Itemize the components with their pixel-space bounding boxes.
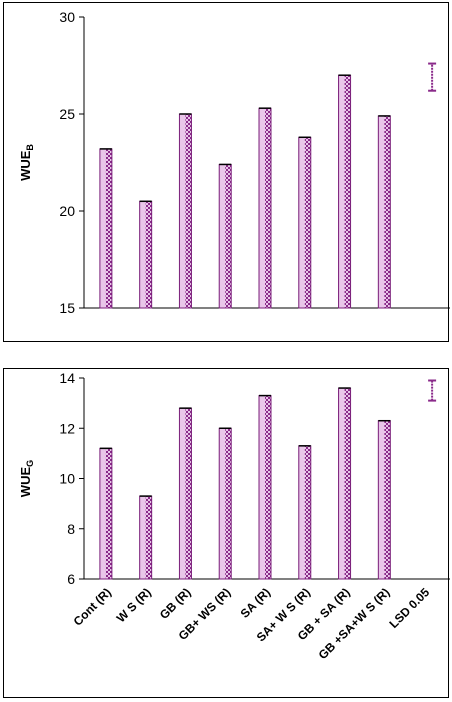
bar-light-half bbox=[378, 115, 385, 308]
bar-light-half bbox=[99, 148, 106, 308]
bar-8 bbox=[377, 419, 391, 580]
chart-panel-wue-b: 15 20 25 30 WUEB bbox=[3, 2, 450, 342]
bar-dark-half bbox=[304, 445, 311, 579]
bar-dark-half bbox=[304, 137, 311, 308]
bar-dark-half bbox=[225, 428, 232, 579]
bar-light-half bbox=[298, 445, 305, 579]
bar-dark-half bbox=[105, 148, 112, 308]
y-tick-label: 14 bbox=[59, 370, 75, 386]
x-category-label: SA (R) bbox=[238, 585, 274, 621]
bar-dark-half bbox=[145, 201, 152, 308]
y-axis-title: WUEB bbox=[18, 144, 35, 181]
y-axis-title-main: WUE bbox=[18, 467, 33, 498]
x-category-label: LSD 0.05 bbox=[386, 585, 432, 631]
bar-4 bbox=[218, 427, 232, 580]
bar-3 bbox=[178, 407, 192, 580]
bar-dark-half bbox=[344, 75, 351, 308]
y-tick-label: 25 bbox=[59, 106, 75, 122]
bar-1 bbox=[99, 148, 113, 309]
bar-7 bbox=[338, 387, 352, 580]
bar-3 bbox=[178, 113, 192, 309]
bar-dark-half bbox=[265, 395, 271, 579]
bar-dark-half bbox=[265, 108, 271, 309]
lsd-error-bar bbox=[428, 62, 437, 92]
y-tick-label: 10 bbox=[59, 471, 75, 487]
y-tick-label: 8 bbox=[67, 521, 75, 537]
x-category-label: GB (R) bbox=[157, 585, 194, 622]
bar-dark-half bbox=[145, 496, 152, 579]
bar-light-half bbox=[99, 448, 106, 579]
x-category-label: GB +SA+W S (R) bbox=[316, 585, 393, 662]
chart-panel-wue-g: 6 8 10 12 14 WUEG Cont (R) W S (R) GB (R) GB+ WS … bbox=[3, 368, 450, 698]
y-axis-title-subscript: G bbox=[25, 460, 35, 467]
bar-4 bbox=[218, 163, 232, 309]
bar-dark-half bbox=[225, 164, 232, 308]
bar-light-half bbox=[298, 137, 305, 308]
chart-wue-b: 15 20 25 30 WUEB bbox=[18, 9, 450, 316]
y-tick-label: 6 bbox=[67, 571, 75, 587]
lsd-error-bar bbox=[428, 379, 437, 402]
bar-dark-half bbox=[105, 448, 112, 579]
bar-2 bbox=[139, 495, 153, 580]
bar-7 bbox=[338, 74, 352, 309]
y-tick-label: 30 bbox=[59, 9, 75, 25]
bar-dark-half bbox=[185, 408, 192, 579]
x-category-label: Cont (R) bbox=[71, 585, 114, 628]
bar-light-half bbox=[259, 395, 265, 579]
bar-2 bbox=[139, 200, 153, 309]
bar-light-half bbox=[139, 496, 146, 579]
y-tick-label: 12 bbox=[59, 420, 75, 436]
bar-light-half bbox=[179, 114, 186, 308]
bar-light-half bbox=[139, 201, 146, 308]
bar-dark-half bbox=[384, 420, 391, 579]
bar-dark-half bbox=[384, 115, 391, 308]
bar-1 bbox=[99, 447, 113, 580]
bar-5 bbox=[258, 107, 272, 309]
y-tick-label: 20 bbox=[59, 203, 75, 219]
x-category-label: W S (R) bbox=[114, 585, 154, 625]
bar-5 bbox=[258, 394, 272, 580]
y-tick-label: 15 bbox=[59, 300, 75, 316]
y-axis-title: WUEG bbox=[18, 460, 35, 497]
bar-8 bbox=[377, 115, 391, 309]
bar-light-half bbox=[219, 428, 226, 579]
bar-light-half bbox=[338, 75, 345, 308]
bar-light-half bbox=[179, 408, 186, 579]
bar-dark-half bbox=[344, 388, 351, 579]
bar-6 bbox=[298, 136, 312, 309]
y-axis-title-subscript: B bbox=[25, 144, 35, 151]
bar-6 bbox=[298, 445, 312, 580]
bar-light-half bbox=[338, 388, 345, 579]
bar-dark-half bbox=[185, 114, 192, 308]
bar-light-half bbox=[378, 420, 385, 579]
y-axis-title-main: WUE bbox=[18, 150, 33, 181]
bar-light-half bbox=[219, 164, 226, 308]
bar-light-half bbox=[259, 108, 265, 309]
